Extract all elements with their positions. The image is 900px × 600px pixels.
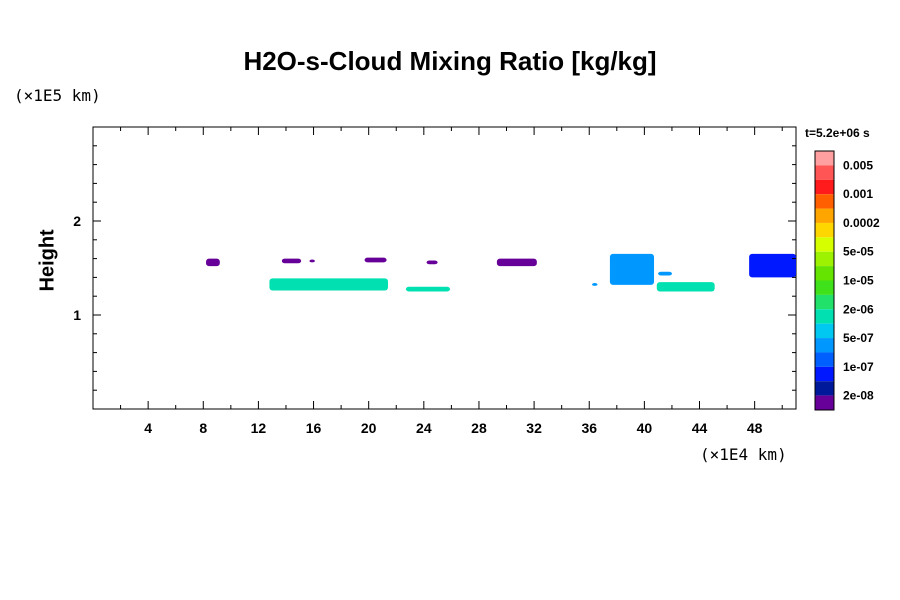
colorbar-frame: [814, 150, 835, 411]
colorbar-label: 5e-05: [843, 245, 874, 259]
cloud-region-2: [309, 259, 315, 263]
colorbar-label: 1e-07: [843, 360, 874, 374]
cloud-region-5: [496, 258, 537, 267]
colorbar-label: 0.005: [843, 158, 873, 172]
colorbar-label: 5e-07: [843, 331, 874, 345]
cloud-region-9: [269, 278, 388, 291]
colorbar-segment-5: [815, 222, 834, 238]
colorbar-segment-0: [815, 151, 834, 166]
cloud-region-1: [281, 258, 302, 264]
cloud-region-0: [206, 258, 220, 267]
colorbar-label: 1e-05: [843, 274, 874, 288]
x-tick-label: 44: [692, 420, 708, 436]
plot-frame: [92, 126, 797, 410]
colorbar-segment-10: [815, 294, 834, 310]
cloud-region-10: [405, 286, 451, 292]
colorbar-segment-8: [815, 266, 834, 281]
x-tick-label: 36: [581, 420, 597, 436]
colorbar-segment-12: [815, 323, 834, 339]
y-tick-label: 2: [73, 213, 81, 229]
y-axis-unit: (×1E5 km): [14, 86, 101, 105]
colorbar-segment-4: [815, 208, 834, 223]
colorbar-segment-3: [815, 194, 834, 209]
time-label: t=5.2e+06 s: [805, 126, 870, 140]
x-tick-label: 32: [526, 420, 542, 436]
cloud-region-7: [658, 271, 672, 276]
colorbar-segment-7: [815, 251, 834, 267]
cloud-region-6: [609, 253, 655, 285]
x-tick-label: 20: [361, 420, 377, 436]
x-tick-label: 40: [637, 420, 653, 436]
colorbar-label: 0.001: [843, 187, 873, 201]
colorbar-segment-14: [815, 352, 834, 367]
colorbar-label: 2e-08: [843, 389, 874, 403]
colorbar-segment-13: [815, 338, 834, 353]
colorbar-label: 2e-06: [843, 302, 874, 316]
cloud-region-11: [591, 283, 598, 286]
x-tick-label: 48: [747, 420, 763, 436]
colorbar-segment-1: [815, 165, 834, 180]
colorbar-segment-2: [815, 179, 834, 195]
colorbar-label: 0.0002: [843, 216, 880, 230]
colorbar-segment-15: [815, 366, 834, 382]
cloud-region-4: [426, 260, 438, 265]
colorbar-segment-16: [815, 381, 834, 396]
colorbar-segment-17: [815, 395, 834, 410]
x-tick-label: 12: [251, 420, 267, 436]
x-tick-label: 28: [471, 420, 487, 436]
y-tick-label: 1: [73, 307, 81, 323]
colorbar-segment-6: [815, 237, 834, 252]
x-tick-label: 8: [199, 420, 207, 436]
cloud-region-3: [364, 257, 387, 263]
cloud-region-12: [656, 282, 715, 292]
colorbar-segment-9: [815, 280, 834, 295]
x-tick-label: 4: [144, 420, 152, 436]
colorbar-segment-11: [815, 309, 834, 324]
x-tick-label: 24: [416, 420, 432, 436]
x-axis-unit: (×1E4 km): [700, 445, 787, 464]
chart-title: H2O-s-Cloud Mixing Ratio [kg/kg]: [243, 46, 657, 76]
cloud-region-8: [749, 253, 796, 278]
x-tick-label: 16: [306, 420, 322, 436]
